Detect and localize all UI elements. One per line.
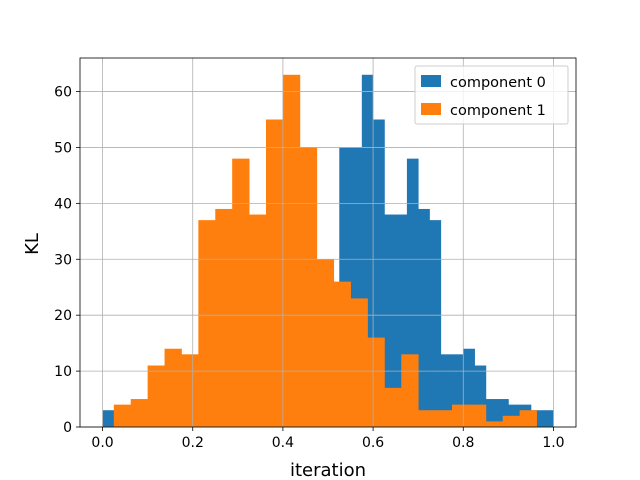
bar-component-0: [384, 214, 397, 427]
x-tick-label: 0.0: [91, 435, 113, 451]
x-tick-label: 0.2: [182, 435, 204, 451]
bar-component-1: [232, 158, 250, 428]
y-axis-label: KL: [22, 233, 43, 255]
bar-component-1: [130, 399, 149, 427]
legend-swatch-component-1: [421, 103, 441, 115]
bar-component-0: [418, 208, 430, 427]
y-tick-label: 40: [54, 196, 72, 212]
bar-component-0: [361, 74, 374, 427]
y-tick-label: 10: [54, 364, 72, 380]
bar-component-1: [367, 337, 385, 427]
axes-border: [79, 57, 577, 428]
y-tick-label: 60: [54, 85, 72, 101]
bar-component-0: [440, 354, 453, 427]
bar-component-1: [249, 214, 267, 427]
x-tick-label: 0.8: [452, 435, 474, 451]
y-tick-label: 30: [54, 252, 72, 268]
y-tick-label: 50: [54, 140, 72, 156]
bar-component-1: [384, 387, 402, 427]
bar-component-1: [282, 74, 301, 427]
bar-component-0: [485, 399, 498, 427]
bar-component-0: [373, 119, 385, 427]
bar-component-1: [266, 119, 284, 427]
bar-component-1: [333, 281, 351, 427]
bar-component-0: [452, 354, 464, 427]
bar-component-0: [395, 214, 408, 427]
bar-component-1: [147, 365, 165, 427]
bar-component-1: [164, 348, 182, 427]
axis-ticks: 0.0 0.2 0.4 0.6 0.8 1.0 0 10 20 30 40 50 60: [54, 85, 564, 451]
x-tick-label: 0.6: [362, 435, 384, 451]
y-tick-label: 0: [63, 420, 72, 436]
bar-component-1: [401, 354, 419, 427]
bar-component-0: [350, 147, 363, 428]
axes-frame: [79, 57, 577, 428]
bar-component-0: [542, 410, 554, 427]
bar-component-1: [316, 259, 335, 427]
bar-component-1: [113, 404, 132, 427]
bar-component-0: [406, 158, 419, 428]
legend-label-component-0: component 0: [450, 75, 546, 91]
bar-component-1: [198, 220, 216, 427]
legend: component 0 component 1: [414, 65, 569, 125]
bar-component-0: [474, 365, 487, 427]
bar-component-1: [350, 298, 368, 427]
bar-component-1: [468, 404, 487, 427]
bar-component-1: [435, 410, 453, 427]
legend-box: [414, 65, 569, 125]
bar-component-1: [299, 147, 318, 428]
bar-component-1: [485, 421, 504, 427]
bar-component-0: [463, 348, 475, 427]
x-axis-label: iteration: [290, 460, 366, 480]
bar-component-1: [418, 410, 436, 427]
histogram-bars: [102, 74, 554, 428]
y-tick-label: 20: [54, 308, 72, 324]
x-tick-label: 1.0: [542, 435, 564, 451]
legend-label-component-1: component 1: [450, 103, 546, 119]
x-tick-label: 0.4: [272, 435, 294, 451]
bar-component-1: [519, 410, 537, 427]
bar-component-1: [215, 208, 233, 427]
bar-component-1: [452, 404, 470, 427]
bar-component-0: [429, 220, 442, 427]
legend-swatch-component-0: [421, 75, 441, 87]
bar-component-0: [497, 399, 509, 427]
bar-component-0: [102, 410, 115, 427]
bar-component-1: [502, 415, 521, 427]
bar-component-1: [181, 354, 199, 427]
